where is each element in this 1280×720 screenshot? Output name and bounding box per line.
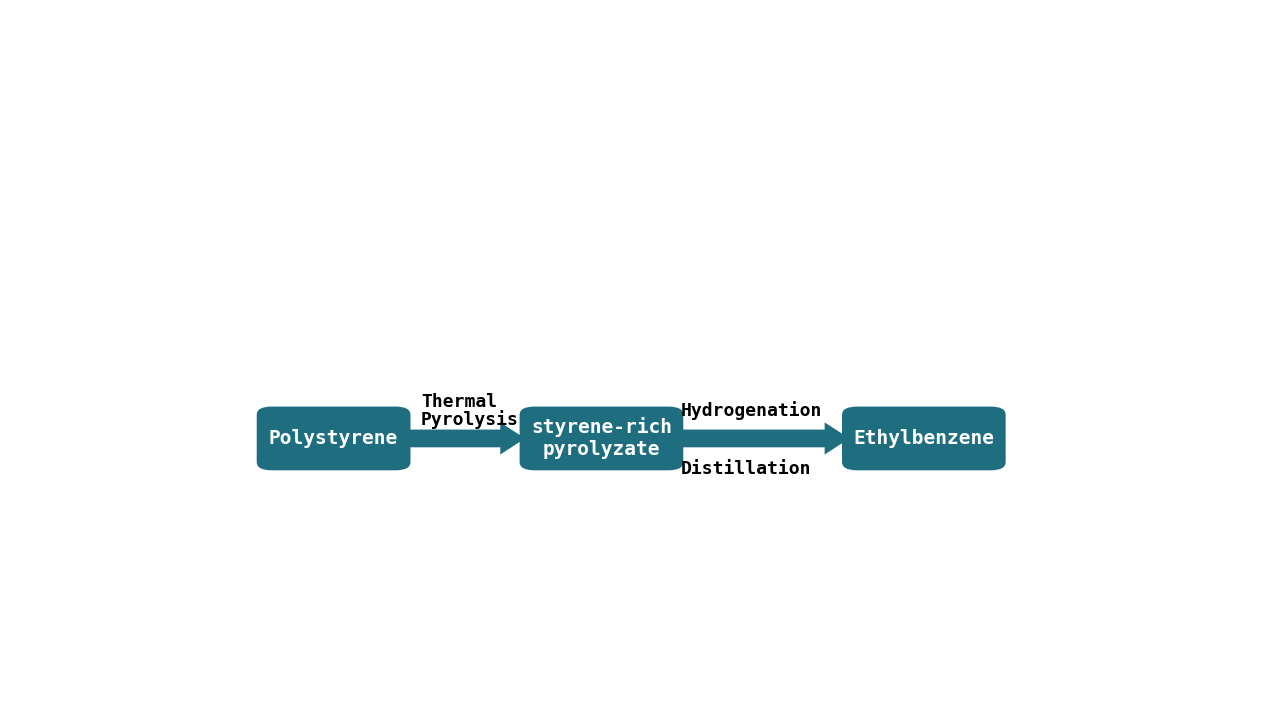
Text: Ethylbenzene: Ethylbenzene [854, 429, 995, 448]
FancyBboxPatch shape [257, 407, 411, 470]
Polygon shape [403, 423, 525, 454]
FancyBboxPatch shape [842, 407, 1006, 470]
Text: Distillation: Distillation [681, 460, 812, 478]
Polygon shape [676, 423, 850, 454]
Text: styrene-rich
pyrolyzate: styrene-rich pyrolyzate [531, 418, 672, 459]
Text: Polystyrene: Polystyrene [269, 429, 398, 448]
Text: Thermal: Thermal [421, 393, 497, 411]
Text: Pyrolysis: Pyrolysis [421, 410, 518, 428]
Text: Hydrogenation: Hydrogenation [681, 401, 822, 420]
FancyBboxPatch shape [520, 407, 684, 470]
